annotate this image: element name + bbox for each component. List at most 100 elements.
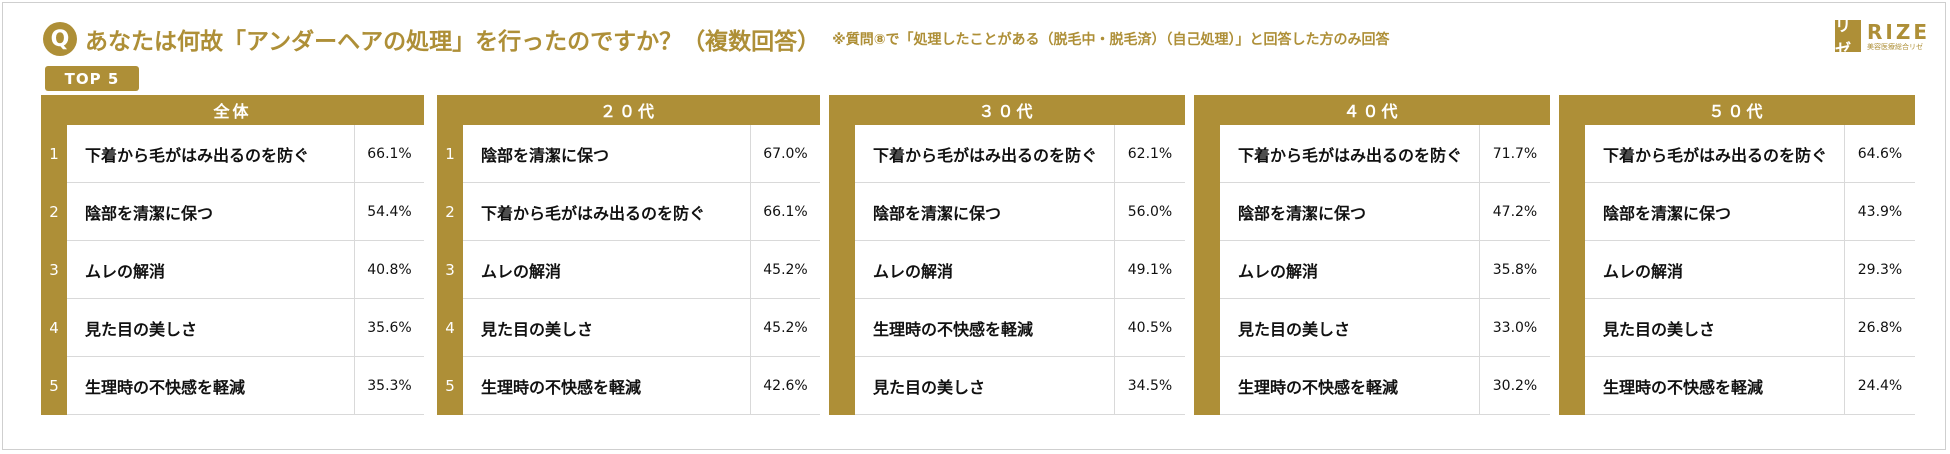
reason-label: 下着から毛がはみ出るのを防ぐ bbox=[463, 183, 751, 240]
table-row: 下着から毛がはみ出るのを防ぐ 62.1% bbox=[855, 125, 1185, 183]
rank-number: 1 bbox=[49, 145, 59, 163]
table-row: 生理時の不快感を軽減 40.5% bbox=[855, 299, 1185, 357]
table-row: ムレの解消 29.3% bbox=[1585, 241, 1915, 299]
reason-label: 陰部を清潔に保つ bbox=[1220, 183, 1480, 240]
reason-label: 下着から毛がはみ出るのを防ぐ bbox=[1220, 125, 1480, 182]
reason-label: 生理時の不快感を軽減 bbox=[463, 357, 751, 414]
table-header: ３０代 bbox=[829, 95, 1185, 125]
table-row: 生理時の不快感を軽減 35.3% bbox=[67, 357, 424, 415]
table-row: 陰部を清潔に保つ 54.4% bbox=[67, 183, 424, 241]
table-row: 陰部を清潔に保つ 67.0% bbox=[463, 125, 820, 183]
table-row: 生理時の不快感を軽減 30.2% bbox=[1220, 357, 1550, 415]
logo-mark: リゼ bbox=[1835, 16, 1861, 59]
reason-label: ムレの解消 bbox=[67, 241, 355, 298]
table-row: 生理時の不快感を軽減 24.4% bbox=[1585, 357, 1915, 415]
question-title: あなたは何故「アンダーヘアの処理」を行ったのですか？（複数回答） bbox=[85, 29, 821, 55]
title-row: Q あなたは何故「アンダーヘアの処理」を行ったのですか？（複数回答） ※質問⑧で… bbox=[43, 17, 1390, 61]
table-row: 見た目の美しさ 33.0% bbox=[1220, 299, 1550, 357]
table-row: 見た目の美しさ 26.8% bbox=[1585, 299, 1915, 357]
table-row: 見た目の美しさ 45.2% bbox=[463, 299, 820, 357]
rank-column bbox=[1194, 125, 1220, 415]
reason-label: 見た目の美しさ bbox=[1585, 299, 1845, 356]
ranking-table: ４０代 下着から毛がはみ出るのを防ぐ 71.7% 陰部を清潔に保つ 47.2% ムレの解消… bbox=[1194, 95, 1550, 415]
percentage-value: 24.4% bbox=[1857, 377, 1903, 394]
percentage-value: 40.5% bbox=[1127, 319, 1173, 336]
percentage-value: 45.2% bbox=[763, 319, 808, 336]
logo-wordmark: RIZE bbox=[1867, 19, 1931, 44]
percentage-value: 49.1% bbox=[1127, 261, 1173, 278]
ranking-table: ５０代 下着から毛がはみ出るのを防ぐ 64.6% 陰部を清潔に保つ 43.9% ムレの解消… bbox=[1559, 95, 1915, 415]
table-row: 見た目の美しさ 34.5% bbox=[855, 357, 1185, 415]
percentage-value: 29.3% bbox=[1857, 261, 1903, 278]
reason-label: ムレの解消 bbox=[1585, 241, 1845, 298]
percentage-value: 35.3% bbox=[367, 377, 412, 394]
reason-label: 下着から毛がはみ出るのを防ぐ bbox=[67, 125, 355, 182]
table-header: ４０代 bbox=[1194, 95, 1550, 125]
reason-label: 見た目の美しさ bbox=[463, 299, 751, 356]
rank-number: 4 bbox=[49, 319, 59, 337]
reason-label: 下着から毛がはみ出るのを防ぐ bbox=[1585, 125, 1845, 182]
percentage-value: 47.2% bbox=[1492, 203, 1538, 220]
percentage-value: 66.1% bbox=[367, 145, 412, 162]
reason-label: 陰部を清潔に保つ bbox=[1585, 183, 1845, 240]
percentage-value: 45.2% bbox=[763, 261, 808, 278]
percentage-value: 54.4% bbox=[367, 203, 412, 220]
ranking-table: 全体 1 下着から毛がはみ出るのを防ぐ 66.1% 2 陰部を清潔に保つ 54.4% 3 ムレの… bbox=[41, 95, 424, 415]
rank-column bbox=[829, 125, 855, 415]
ranking-table: ３０代 下着から毛がはみ出るのを防ぐ 62.1% 陰部を清潔に保つ 56.0% ムレの解消… bbox=[829, 95, 1185, 415]
percentage-value: 66.1% bbox=[763, 203, 808, 220]
table-row: 下着から毛がはみ出るのを防ぐ 66.1% bbox=[67, 125, 424, 183]
question-badge: Q bbox=[43, 22, 77, 56]
percentage-value: 40.8% bbox=[367, 261, 412, 278]
rank-column bbox=[41, 125, 67, 415]
percentage-value: 34.5% bbox=[1127, 377, 1173, 394]
rank-number: 1 bbox=[445, 145, 455, 163]
reason-label: 見た目の美しさ bbox=[855, 357, 1115, 414]
percentage-value: 42.6% bbox=[763, 377, 808, 394]
ranking-table: ２０代 1 陰部を清潔に保つ 67.0% 2 下着から毛がはみ出るのを防ぐ 66.1% 3 ムレ… bbox=[437, 95, 820, 415]
reason-label: 陰部を清潔に保つ bbox=[67, 183, 355, 240]
table-header: ５０代 bbox=[1559, 95, 1915, 125]
table-header: 全体 bbox=[41, 95, 424, 125]
rank-number: 4 bbox=[445, 319, 455, 337]
percentage-value: 35.6% bbox=[367, 319, 412, 336]
reason-label: 陰部を清潔に保つ bbox=[855, 183, 1115, 240]
reason-label: 生理時の不快感を軽減 bbox=[1220, 357, 1480, 414]
table-row: ムレの解消 35.8% bbox=[1220, 241, 1550, 299]
rank-number: 2 bbox=[445, 203, 455, 221]
brand-logo: リゼ RIZE 美容医療総合リゼ bbox=[1835, 16, 1939, 59]
percentage-value: 33.0% bbox=[1492, 319, 1538, 336]
logo-subtitle: 美容医療総合リゼ bbox=[1867, 42, 1923, 51]
percentage-value: 35.8% bbox=[1492, 261, 1538, 278]
rank-number: 3 bbox=[445, 261, 455, 279]
percentage-value: 30.2% bbox=[1492, 377, 1538, 394]
table-row: ムレの解消 49.1% bbox=[855, 241, 1185, 299]
rank-number: 5 bbox=[445, 377, 455, 395]
table-row: 生理時の不快感を軽減 42.6% bbox=[463, 357, 820, 415]
reason-label: 生理時の不快感を軽減 bbox=[67, 357, 355, 414]
table-row: 陰部を清潔に保つ 47.2% bbox=[1220, 183, 1550, 241]
rank-number: 2 bbox=[49, 203, 59, 221]
question-note: ※質問⑧で「処理したことがある（脱毛中・脱毛済）（自己処理）」と回答した方のみ回… bbox=[832, 32, 1390, 48]
rank-number: 5 bbox=[49, 377, 59, 395]
table-row: ムレの解消 40.8% bbox=[67, 241, 424, 299]
percentage-value: 43.9% bbox=[1857, 203, 1903, 220]
reason-label: ムレの解消 bbox=[463, 241, 751, 298]
reason-label: 見た目の美しさ bbox=[67, 299, 355, 356]
table-header: ２０代 bbox=[437, 95, 820, 125]
reason-label: ムレの解消 bbox=[855, 241, 1115, 298]
logo-mark-text: リゼ bbox=[1835, 16, 1852, 59]
reason-label: 陰部を清潔に保つ bbox=[463, 125, 751, 182]
table-row: 陰部を清潔に保つ 56.0% bbox=[855, 183, 1185, 241]
rank-column bbox=[437, 125, 463, 415]
rank-number: 3 bbox=[49, 261, 59, 279]
percentage-value: 26.8% bbox=[1857, 319, 1903, 336]
reason-label: 生理時の不快感を軽減 bbox=[1585, 357, 1845, 414]
reason-label: 見た目の美しさ bbox=[1220, 299, 1480, 356]
reason-label: 生理時の不快感を軽減 bbox=[855, 299, 1115, 356]
reason-label: ムレの解消 bbox=[1220, 241, 1480, 298]
percentage-value: 71.7% bbox=[1492, 145, 1538, 162]
table-row: 見た目の美しさ 35.6% bbox=[67, 299, 424, 357]
table-row: 下着から毛がはみ出るのを防ぐ 71.7% bbox=[1220, 125, 1550, 183]
